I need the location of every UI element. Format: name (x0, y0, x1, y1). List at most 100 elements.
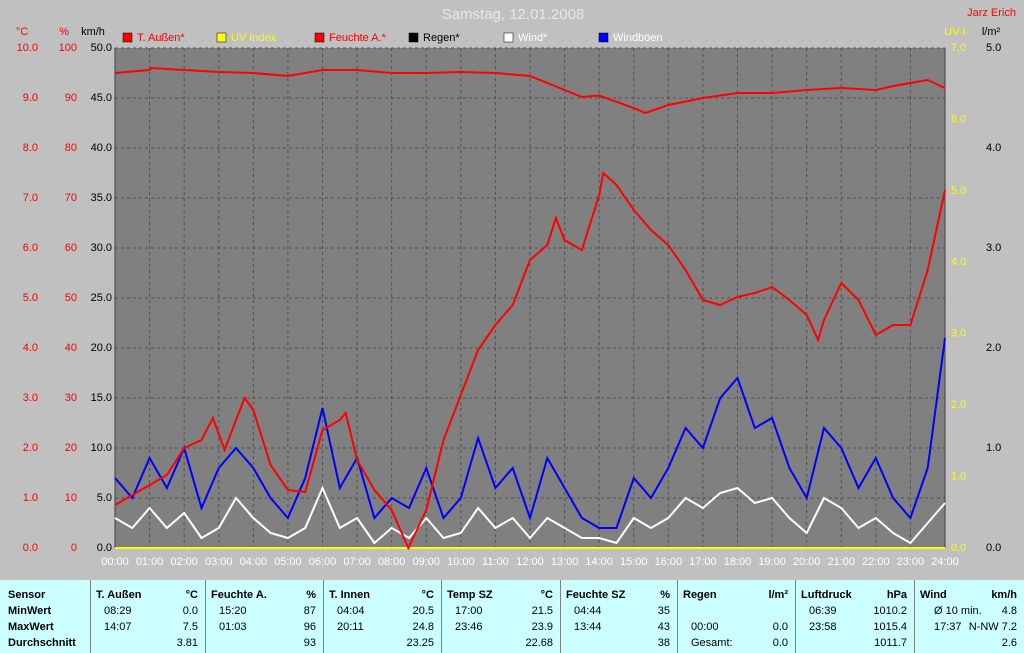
x-tick-label: 19:00 (758, 556, 786, 568)
x-tick-label: 20:00 (793, 556, 821, 568)
y-tick-label: 0.0 (23, 542, 38, 554)
y-tick-label: 5.0 (23, 292, 38, 304)
axis-title: °C (16, 26, 28, 38)
x-tick-label: 24:00 (931, 556, 959, 568)
y-tick-label: 2.0 (23, 442, 38, 454)
author: Jarz Erich (967, 7, 1016, 19)
cell-time: 17:00 (455, 605, 483, 617)
x-tick-label: 04:00 (240, 556, 268, 568)
y-tick-label: 1.0 (951, 470, 966, 482)
legend-swatch (408, 32, 419, 43)
y-tick-label: 45.0 (91, 92, 112, 104)
y-tick-label: 20.0 (91, 342, 112, 354)
cell-value: 87 (303, 605, 316, 617)
x-tick-label: 07:00 (343, 556, 371, 568)
y-tick-label: 0.0 (97, 542, 112, 554)
cell-time: 23:46 (455, 621, 483, 633)
cell-value: 7.5 (182, 621, 198, 633)
column-unit: km/h (991, 589, 1017, 601)
x-tick-label: 21:00 (827, 556, 855, 568)
legend-label: UV Index (231, 32, 277, 44)
x-tick-label: 10:00 (447, 556, 475, 568)
y-tick-label: 5.0 (986, 42, 1001, 54)
y-tick-label: 10.0 (91, 442, 112, 454)
cell-value: 1011.7 (874, 637, 907, 649)
column-unit: % (306, 589, 316, 601)
y-tick-label: 25.0 (91, 292, 112, 304)
cell-value: 1010.2 (873, 605, 907, 617)
x-tick-label: 22:00 (862, 556, 890, 568)
axis-title: l/m² (982, 26, 1001, 38)
y-tick-label: 0.0 (951, 542, 966, 554)
y-tick-label: 0.0 (986, 542, 1001, 554)
chart: Samstag, 12.01.2008 Jarz Erich 00:00 01:0… (15, 5, 1016, 568)
cell-value: 93 (303, 637, 316, 649)
y-tick-label: 10.0 (17, 42, 38, 54)
column-header: T. Außen (96, 589, 142, 601)
y-tick-label: 80 (65, 142, 77, 154)
cell-time: Gesamt: (691, 637, 733, 649)
x-tick-label: 11:00 (482, 556, 509, 568)
axis-title: UV-I (944, 26, 965, 38)
cell-time: 08:29 (104, 605, 132, 617)
column-header: Feuchte A. (211, 589, 267, 601)
series-line (114, 337, 946, 529)
cell-value: 23.25 (406, 637, 434, 649)
y-tick-label: 100 (59, 42, 77, 54)
column-divider (677, 580, 678, 653)
column-divider (795, 580, 796, 653)
cell-time: 00:00 (691, 621, 719, 633)
column-header: Temp SZ (447, 589, 493, 601)
cell-time: 04:44 (574, 605, 602, 617)
legend-label: T. Außen* (137, 32, 185, 44)
y-tick-label: 9.0 (23, 92, 38, 104)
x-tick-label: 23:00 (897, 556, 925, 568)
series-line (114, 66, 946, 115)
cell-value: 3.81 (176, 637, 198, 649)
x-tick-label: 17:00 (689, 556, 717, 568)
x-tick-label: 13:00 (551, 556, 579, 568)
cell-value: 0.0 (182, 605, 198, 617)
column-divider (914, 580, 915, 653)
y-tick-label: 50.0 (91, 42, 112, 54)
column-unit: °C (185, 589, 198, 601)
y-tick-label: 3.0 (951, 328, 966, 340)
x-tick-label: 15:00 (620, 556, 648, 568)
cell-value: N-NW 7.2 (968, 621, 1017, 633)
x-tick-label: 01:00 (136, 556, 164, 568)
cell-time: 13:44 (574, 621, 602, 633)
y-tick-label: 7.0 (23, 192, 38, 204)
cell-time: 06:39 (809, 605, 837, 617)
series-line (114, 485, 946, 545)
column-header: Regen (683, 589, 717, 601)
legend-swatch (216, 32, 227, 43)
legend-swatch (598, 32, 609, 43)
legend-label: Wind* (518, 32, 548, 44)
column-unit: hPa (886, 589, 907, 601)
row-label: MaxWert (8, 621, 54, 633)
column-header: Feuchte SZ (566, 589, 626, 601)
stats-table: Sensor MinWert MaxWert Durchschnitt T. Außen… (0, 580, 1024, 653)
x-tick-label: 00:00 (101, 556, 129, 568)
y-tick-label: 4.0 (951, 256, 966, 268)
series-line (114, 171, 946, 551)
y-tick-label: 30.0 (91, 242, 112, 254)
y-tick-label: 5.0 (951, 185, 966, 197)
y-tick-label: 90 (65, 92, 77, 104)
cell-time: 15:20 (219, 605, 247, 617)
cell-value: 23.9 (531, 621, 553, 633)
cell-value: 1015.4 (873, 621, 907, 633)
column-divider (560, 580, 561, 653)
y-tick-label: 6.0 (23, 242, 38, 254)
column-header: Luftdruck (801, 589, 852, 601)
cell-value: 35 (657, 605, 670, 617)
column-unit: °C (540, 589, 553, 601)
y-tick-label: 15.0 (91, 392, 112, 404)
cell-value: 96 (303, 621, 316, 633)
cell-value: 22.68 (525, 637, 553, 649)
cell-time: 04:04 (337, 605, 365, 617)
cell-value: 20.5 (412, 605, 434, 617)
cell-value: 21.5 (531, 605, 553, 617)
row-label: MinWert (8, 605, 52, 617)
column-unit: % (660, 589, 670, 601)
